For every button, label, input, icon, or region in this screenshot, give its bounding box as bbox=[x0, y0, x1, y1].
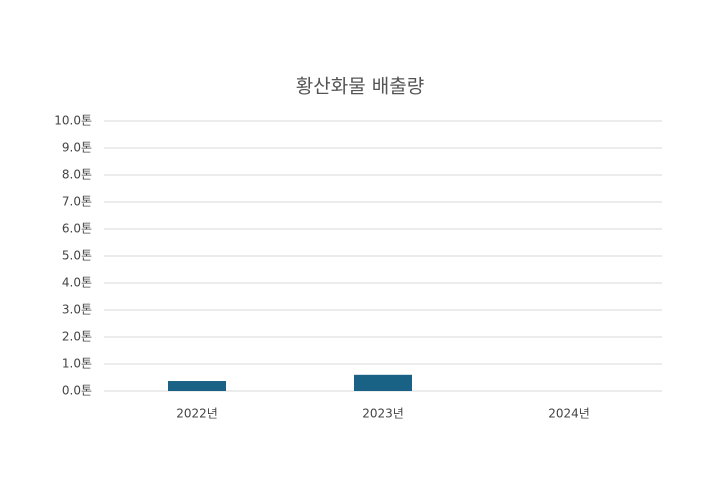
y-tick-label: 2.0톤 bbox=[62, 330, 92, 344]
y-tick-label: 1.0톤 bbox=[62, 357, 92, 371]
chart-title: 황산화물 배출량 bbox=[296, 76, 424, 98]
bar bbox=[168, 381, 226, 391]
bar bbox=[354, 374, 412, 391]
x-tick-label: 2023년 bbox=[362, 407, 404, 421]
y-tick-label: 9.0톤 bbox=[62, 141, 92, 155]
y-tick-label: 10.0톤 bbox=[54, 114, 92, 128]
y-tick-label: 3.0톤 bbox=[62, 303, 92, 317]
y-tick-label: 4.0톤 bbox=[62, 276, 92, 290]
y-tick-label: 0.0톤 bbox=[62, 384, 92, 398]
y-tick-label: 5.0톤 bbox=[62, 249, 92, 263]
x-tick-label: 2024년 bbox=[548, 407, 590, 421]
y-tick-label: 8.0톤 bbox=[62, 168, 92, 182]
y-tick-label: 6.0톤 bbox=[62, 222, 92, 236]
x-tick-label: 2022년 bbox=[176, 407, 218, 421]
y-tick-label: 7.0톤 bbox=[62, 195, 92, 209]
